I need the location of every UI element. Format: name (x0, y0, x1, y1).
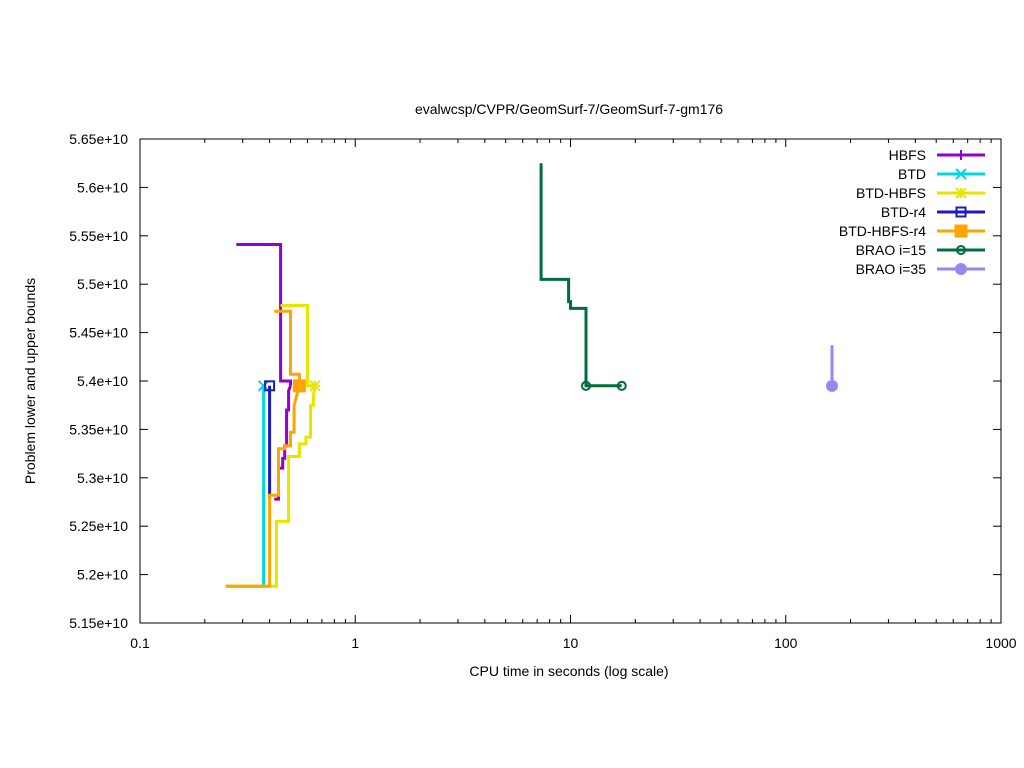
legend-label: BTD-HBFS (856, 185, 926, 201)
legend-label: BRAO i=35 (856, 261, 927, 277)
series-line-lower (225, 385, 301, 588)
series-btd-hbfs (225, 304, 321, 588)
series-line-upper (274, 309, 301, 386)
y-axis: 5.15e+10 5.2e+10 5.25e+10 5.3e+10 5.35e+10 5.… (69, 131, 1001, 631)
series-btd-hbfs-r4 (225, 309, 306, 588)
legend-item: BRAO i=15 (856, 242, 985, 258)
y-axis-title: Problem lower and upper bounds (22, 278, 38, 484)
series-brao-i-35 (825, 345, 838, 392)
data-point-marker (955, 206, 967, 218)
data-point-marker (257, 380, 270, 392)
series-line-upper (236, 243, 292, 386)
data-point-marker (955, 263, 967, 275)
data-point-marker (954, 224, 968, 238)
series-line-lower (225, 385, 317, 588)
legend-label: BTD-HBFS-r4 (839, 223, 926, 239)
data-point-marker (264, 380, 276, 392)
x-axis: 0.1 1 10 100 1000 (130, 139, 1017, 651)
y-tick-label: 5.15e+10 (69, 615, 128, 631)
data-point-marker (956, 150, 966, 160)
legend-item: BRAO i=35 (856, 261, 985, 277)
chart-title: evalwcsp/CVPR/GeomSurf-7/GeomSurf-7-gm17… (415, 101, 723, 117)
legend-item: BTD-HBFS-r4 (839, 223, 985, 239)
data-point-marker (955, 168, 967, 180)
y-tick-label: 5.6e+10 (77, 179, 128, 195)
plot-series (225, 163, 838, 588)
legend-item: BTD (898, 166, 985, 182)
x-axis-title: CPU time in seconds (log scale) (469, 663, 668, 679)
series-line-lower (225, 385, 266, 588)
x-tick-label: 1000 (985, 635, 1016, 651)
y-tick-label: 5.3e+10 (77, 470, 128, 486)
data-point-marker (309, 380, 321, 392)
y-tick-label: 5.45e+10 (69, 325, 128, 341)
legend: HBFS BTD BTD-HBFS BTD-r4 BTD-HBFS-r4 BRAO i=1… (839, 147, 985, 277)
data-point-marker (825, 379, 838, 392)
y-tick-label: 5.35e+10 (69, 421, 128, 437)
y-tick-label: 5.25e+10 (69, 518, 128, 534)
legend-label: HBFS (889, 147, 926, 163)
x-tick-label: 100 (774, 635, 798, 651)
series-btd-r4 (264, 380, 276, 500)
series-btd (225, 380, 270, 588)
data-point-marker (580, 380, 591, 391)
y-tick-label: 5.5e+10 (77, 276, 128, 292)
y-tick-label: 5.2e+10 (77, 567, 128, 583)
legend-item: HBFS (889, 147, 985, 163)
legend-label: BTD (898, 166, 926, 182)
data-point-marker (616, 380, 627, 391)
data-point-marker (956, 245, 966, 255)
x-tick-label: 10 (563, 635, 579, 651)
legend-label: BRAO i=15 (856, 242, 927, 258)
y-tick-label: 5.55e+10 (69, 228, 128, 244)
x-tick-label: 0.1 (130, 635, 150, 651)
y-tick-label: 5.4e+10 (77, 373, 128, 389)
data-point-marker (955, 187, 967, 199)
series-line-upper (539, 163, 622, 388)
series-brao-i-15 (539, 163, 627, 391)
legend-item: BTD-r4 (881, 204, 985, 220)
y-tick-label: 5.65e+10 (69, 131, 128, 147)
legend-item: BTD-HBFS (856, 185, 985, 201)
x-tick-label: 1 (351, 635, 359, 651)
legend-label: BTD-r4 (881, 204, 926, 220)
data-point-marker (292, 379, 306, 393)
